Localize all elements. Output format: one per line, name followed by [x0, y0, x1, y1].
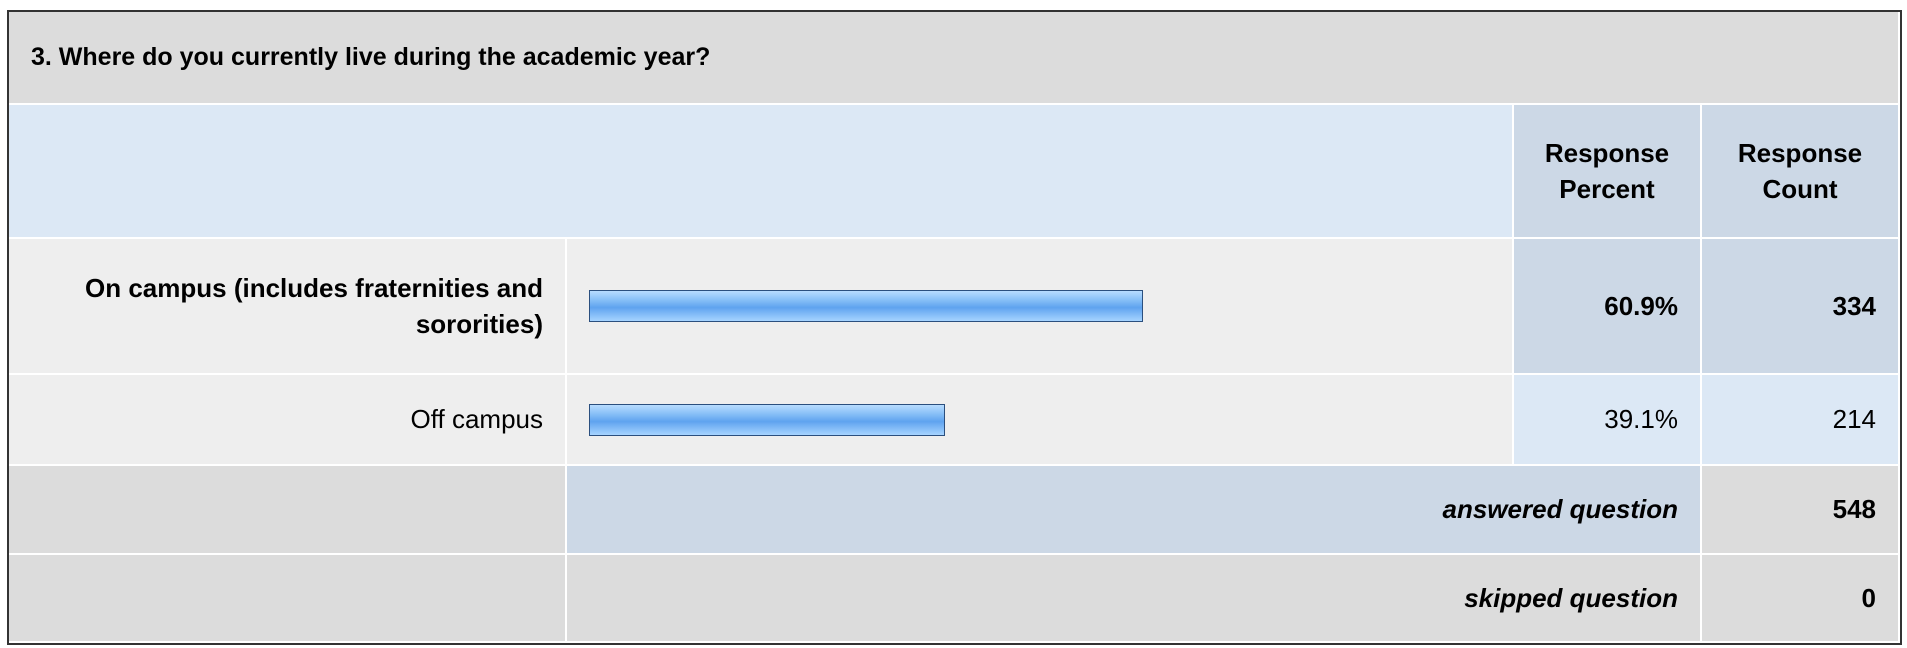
skipped-count: 0	[1702, 555, 1900, 643]
response-bar	[589, 403, 945, 436]
row-count: 334	[1702, 239, 1900, 375]
row-count: 214	[1702, 375, 1900, 466]
header-percent: Response Percent	[1514, 105, 1702, 239]
header-blank	[9, 105, 1514, 239]
answered-count: 548	[1702, 466, 1900, 555]
row-percent: 39.1%	[1514, 375, 1702, 466]
row-label: On campus (includes fraternities and sor…	[9, 239, 567, 375]
bar-cell	[567, 375, 1514, 466]
skipped-label: skipped question	[567, 555, 1702, 643]
row-label: Off campus	[9, 375, 567, 466]
blank	[9, 555, 567, 643]
row-percent: 60.9%	[1514, 239, 1702, 375]
answered-label: answered question	[567, 466, 1702, 555]
question-title: 3. Where do you currently live during th…	[9, 12, 1900, 105]
response-bar	[589, 290, 1144, 322]
survey-table: 3. Where do you currently live during th…	[7, 10, 1902, 645]
header-count: Response Count	[1702, 105, 1900, 239]
blank	[9, 466, 567, 555]
bar-cell	[567, 239, 1514, 375]
